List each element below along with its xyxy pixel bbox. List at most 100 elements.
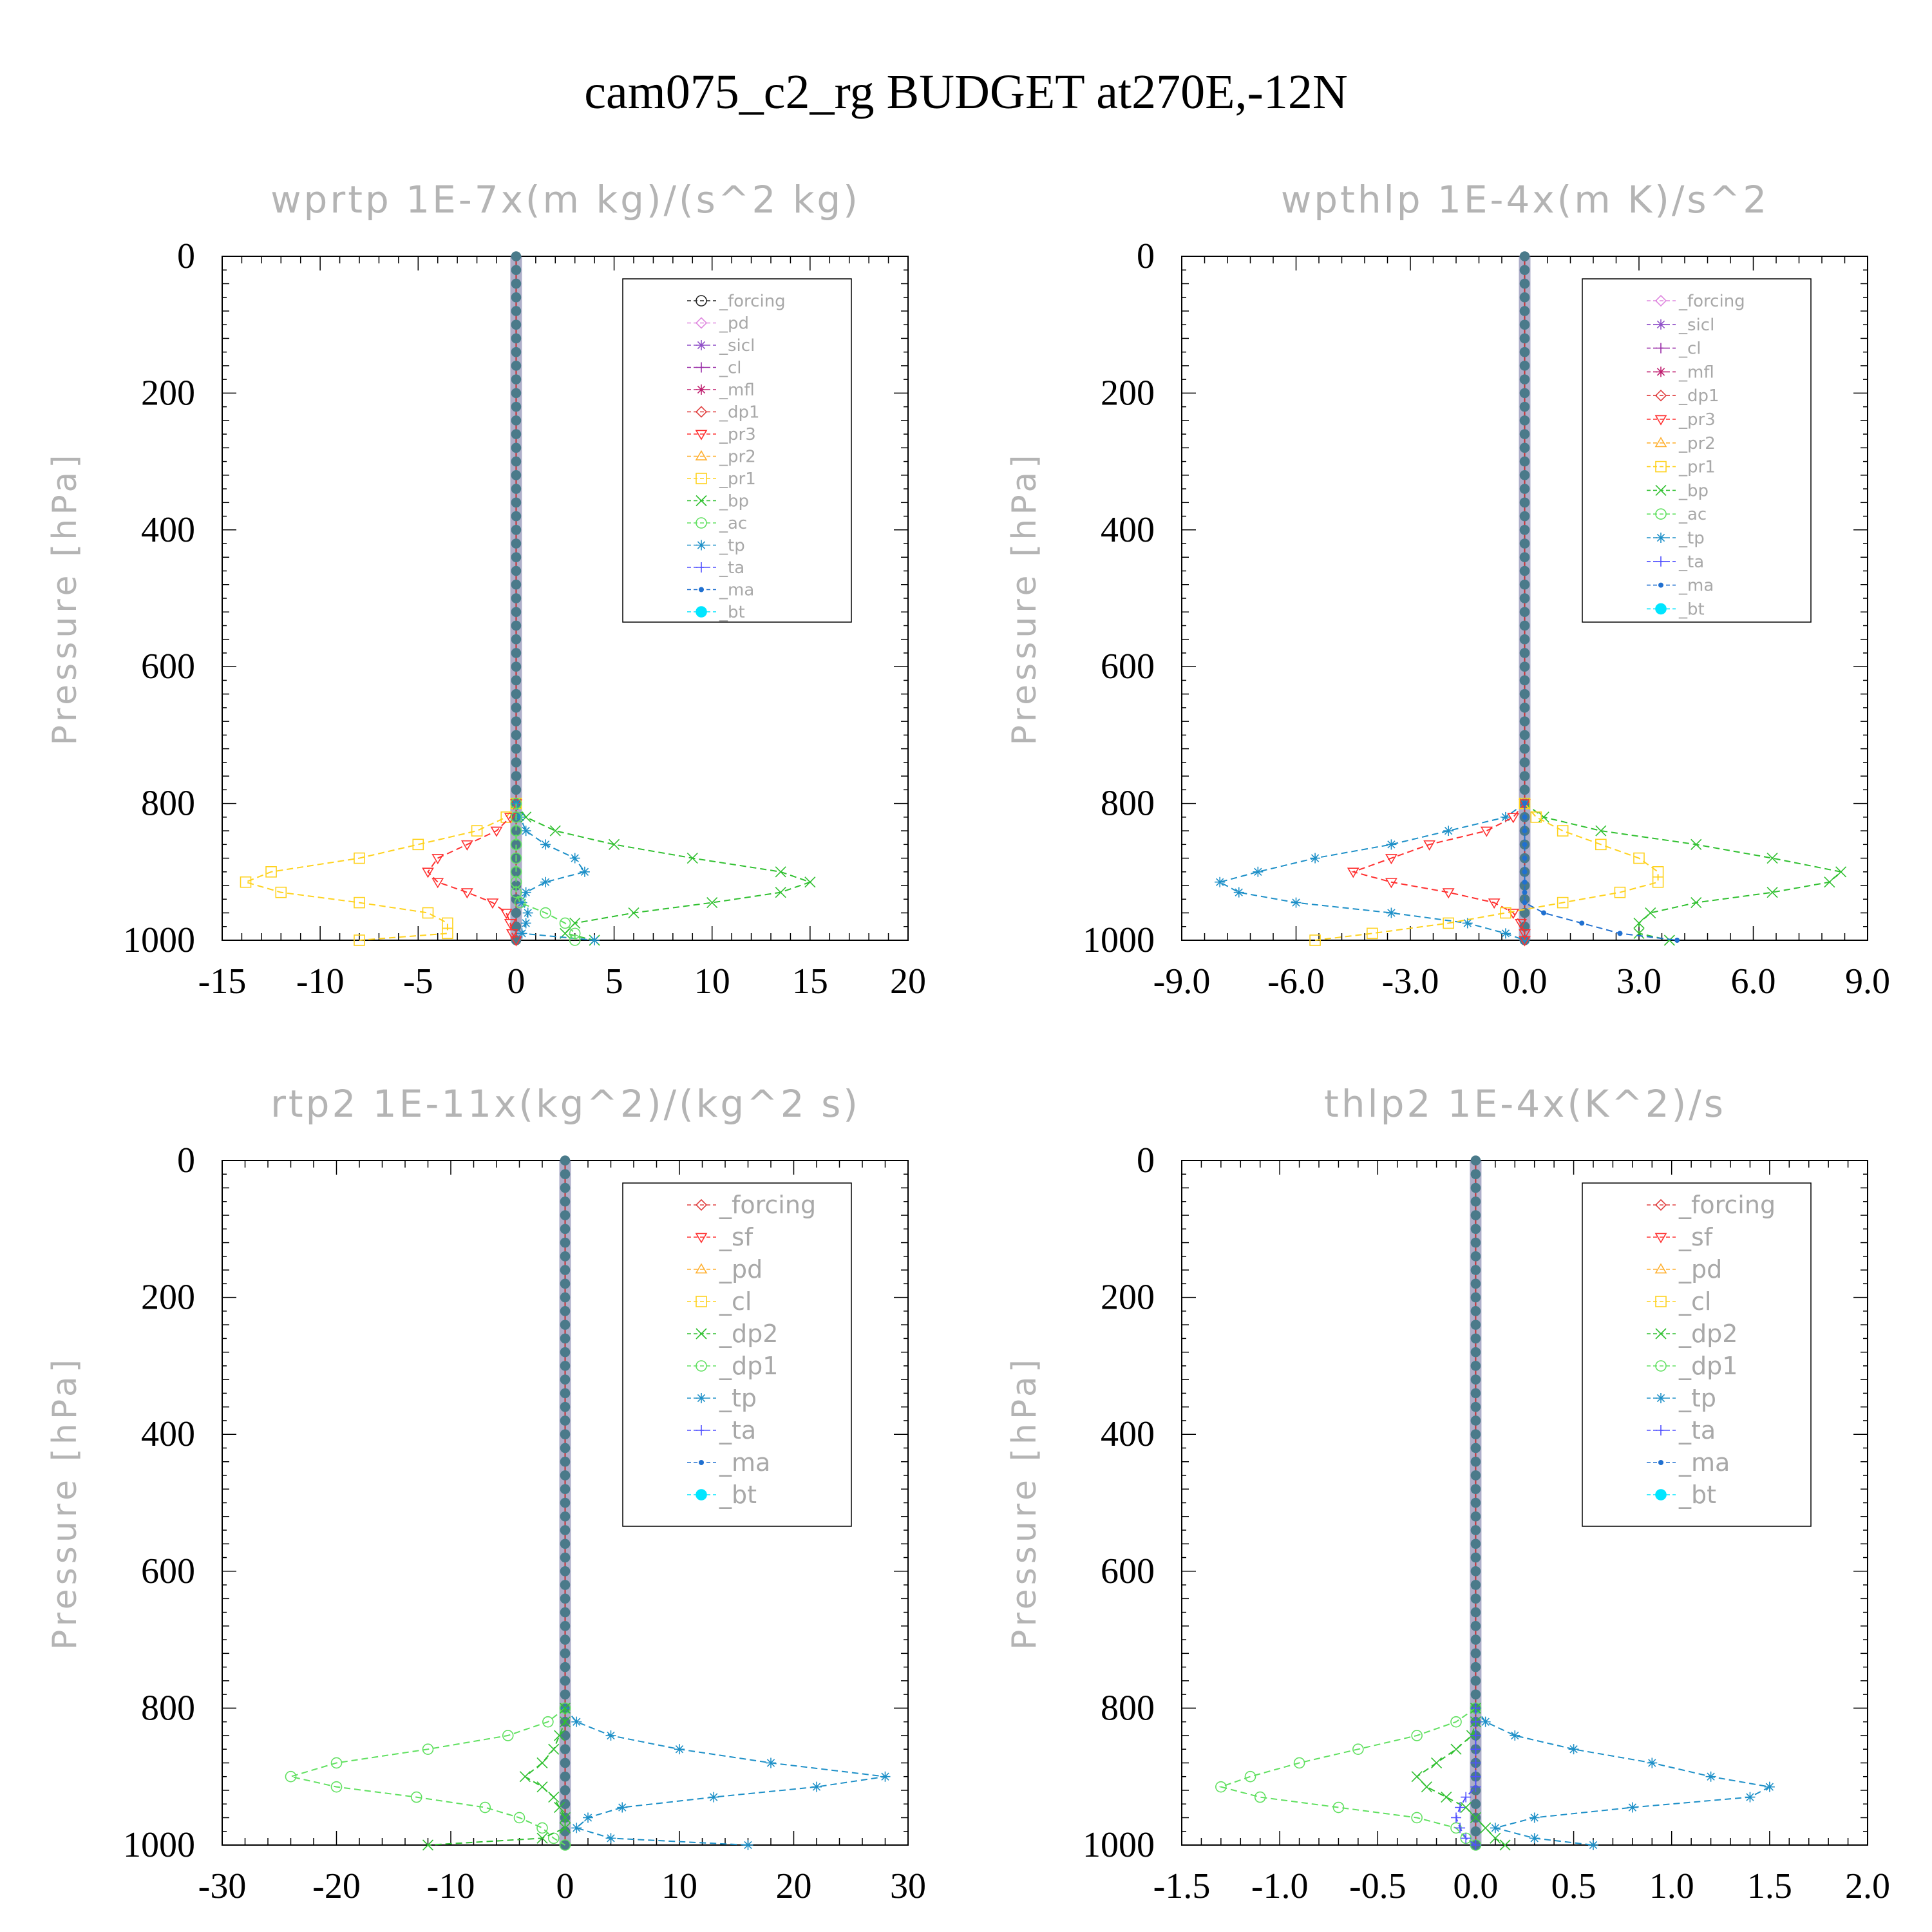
x-tick-label: -1.0	[1251, 1866, 1309, 1906]
zero-profile-marker	[1519, 442, 1530, 453]
zero-profile-marker	[1470, 1361, 1481, 1371]
zero-profile-marker	[511, 675, 522, 686]
y-tick-label: 400	[141, 510, 195, 550]
data-point	[1233, 887, 1244, 898]
zero-profile-marker	[1470, 1416, 1481, 1426]
zero-profile-marker	[511, 346, 522, 357]
data-point	[1500, 811, 1511, 822]
data-point	[513, 1812, 526, 1824]
zero-profile-marker	[511, 401, 522, 412]
chart-panel-3: rtp2 1E-11x(kg^2)/(kg^2 s) Pressure [hPa]…	[46, 1082, 926, 1906]
zero-profile-marker	[560, 1292, 571, 1303]
x-tick-label: 1.0	[1649, 1866, 1694, 1906]
zero-profile-marker	[1470, 1662, 1481, 1672]
zero-profile-marker	[1470, 1237, 1481, 1248]
zero-profile-marker	[1470, 1799, 1481, 1810]
legend-label: _ac	[1678, 505, 1707, 524]
zero-profile-marker	[1519, 265, 1530, 276]
zero-profile-marker	[560, 1566, 571, 1577]
data-point	[569, 934, 581, 946]
data-point	[510, 886, 522, 898]
zero-profile-marker	[1519, 675, 1530, 686]
panel-title: rtp2 1E-11x(kg^2)/(kg^2 s)	[270, 1082, 860, 1126]
data-point	[605, 1730, 616, 1741]
data-point	[1421, 1781, 1432, 1793]
legend-marker	[1656, 366, 1666, 377]
data-point	[880, 1771, 891, 1782]
legend-label: _ta	[1678, 553, 1704, 572]
zero-profile-marker	[560, 1497, 571, 1508]
y-tick-label: 200	[1101, 373, 1155, 413]
legend-marker	[1655, 1360, 1667, 1372]
legend-marker	[1655, 1296, 1667, 1307]
data-point	[1507, 813, 1520, 824]
y-tick-label: 400	[1101, 1414, 1155, 1454]
x-tick-label: 20	[776, 1866, 812, 1906]
data-point	[1541, 910, 1547, 916]
zero-profile-marker	[560, 1593, 571, 1604]
zero-profile-marker	[511, 511, 522, 522]
legend: _forcing _pd _sicl _cl _mfl _dp1 _pr3 _pr2 _pr1 _…	[622, 278, 852, 623]
legend-marker	[696, 517, 707, 529]
zero-profile-marker	[1519, 278, 1530, 289]
data-point	[1386, 839, 1397, 850]
data-point	[1411, 1771, 1423, 1783]
data-point	[549, 825, 561, 837]
zero-profile-marker	[511, 442, 522, 453]
zero-profile-marker	[1470, 1607, 1481, 1618]
data-point	[354, 934, 365, 946]
zero-profile-marker	[1470, 1265, 1481, 1275]
zero-profile-marker	[560, 1607, 571, 1618]
legend-label: _ma	[1678, 576, 1714, 596]
data-point	[571, 1716, 582, 1727]
data-point	[1824, 876, 1835, 888]
legend-label: _tp	[1678, 1384, 1716, 1412]
y-tick-label: 600	[1101, 647, 1155, 687]
legend-marker	[695, 450, 708, 460]
zero-profile-marker	[1470, 1470, 1481, 1481]
legend-label: _bt	[1678, 600, 1705, 619]
legend-box	[622, 278, 852, 623]
data-point	[743, 1840, 753, 1850]
x-tick-label: 6.0	[1731, 961, 1776, 1001]
zero-profile-marker	[511, 538, 522, 549]
data-point	[1490, 1823, 1501, 1833]
zero-profile-marker	[1470, 1401, 1481, 1412]
legend-marker	[1656, 343, 1666, 354]
legend-marker	[695, 317, 708, 329]
legend-marker	[696, 340, 706, 350]
zero-profile-marker	[560, 1662, 571, 1672]
data-point	[479, 1801, 491, 1814]
zero-profile-marker	[1519, 388, 1530, 399]
legend: _forcing _sf _pd _cl _dp2 _dp1 _tp _ta _ma _bt	[1582, 1182, 1812, 1527]
series-dp2	[422, 1702, 571, 1851]
zero-profile-marker	[1519, 688, 1530, 699]
zero-profile-marker	[1519, 401, 1530, 412]
zero-profile-marker	[1470, 1306, 1481, 1316]
zero-profile-marker	[1470, 1621, 1481, 1631]
zero-profile-marker	[511, 415, 522, 426]
data-point	[1455, 1823, 1466, 1833]
data-point	[1519, 799, 1531, 810]
zero-profile-marker	[560, 1429, 571, 1439]
zero-profile-marker	[560, 1785, 571, 1795]
data-point	[1386, 907, 1397, 918]
panel-title: wpthlp 1E-4x(m K)/s^2	[1281, 178, 1769, 222]
data-point	[583, 1812, 593, 1823]
data-point	[410, 1791, 422, 1803]
y-tick-label: 0	[177, 1141, 195, 1180]
legend-label: _pr3	[1678, 410, 1716, 430]
series-line	[1218, 802, 1526, 941]
zero-profile-marker	[1470, 1826, 1481, 1837]
x-tick-label: 15	[792, 961, 828, 1001]
zero-profile-marker	[560, 1456, 571, 1467]
legend-marker	[1656, 1425, 1666, 1435]
zero-profile-marker	[1519, 251, 1530, 261]
data-point	[1579, 920, 1585, 926]
zero-profile-marker	[1519, 319, 1530, 330]
data-point	[1510, 1730, 1520, 1741]
data-point	[506, 929, 518, 940]
x-tick-label: -1.5	[1153, 1866, 1211, 1906]
data-point	[1470, 1757, 1481, 1768]
data-point	[1442, 888, 1455, 899]
